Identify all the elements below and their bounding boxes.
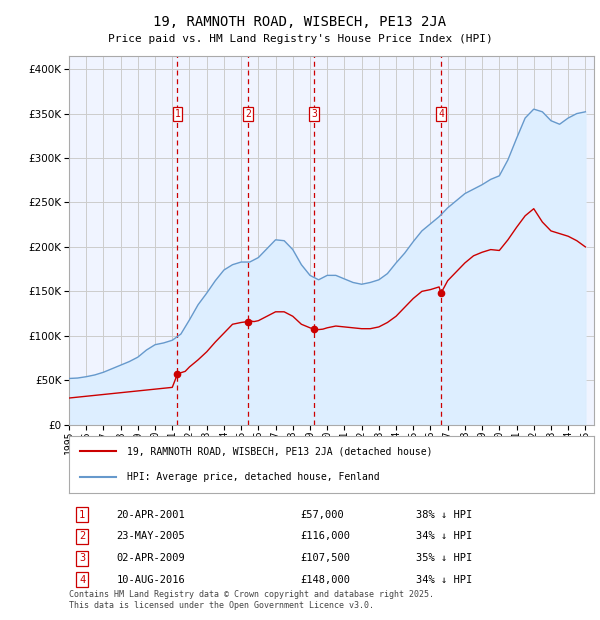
Text: £57,000: £57,000 <box>300 510 344 520</box>
Text: Price paid vs. HM Land Registry's House Price Index (HPI): Price paid vs. HM Land Registry's House … <box>107 34 493 44</box>
Text: 1: 1 <box>175 108 181 118</box>
Text: 19, RAMNOTH ROAD, WISBECH, PE13 2JA: 19, RAMNOTH ROAD, WISBECH, PE13 2JA <box>154 16 446 30</box>
Text: £107,500: £107,500 <box>300 553 350 563</box>
Text: 2: 2 <box>245 108 251 118</box>
Text: 10-AUG-2016: 10-AUG-2016 <box>116 575 185 585</box>
Text: 19, RAMNOTH ROAD, WISBECH, PE13 2JA (detached house): 19, RAMNOTH ROAD, WISBECH, PE13 2JA (det… <box>127 446 432 456</box>
Text: Contains HM Land Registry data © Crown copyright and database right 2025.
This d: Contains HM Land Registry data © Crown c… <box>69 590 434 609</box>
Text: 4: 4 <box>438 108 444 118</box>
Text: 20-APR-2001: 20-APR-2001 <box>116 510 185 520</box>
Text: 35% ↓ HPI: 35% ↓ HPI <box>415 553 472 563</box>
Text: 1: 1 <box>79 510 85 520</box>
Text: 4: 4 <box>79 575 85 585</box>
Text: 38% ↓ HPI: 38% ↓ HPI <box>415 510 472 520</box>
Text: 23-MAY-2005: 23-MAY-2005 <box>116 531 185 541</box>
Text: 34% ↓ HPI: 34% ↓ HPI <box>415 575 472 585</box>
Text: 3: 3 <box>311 108 317 118</box>
Text: £116,000: £116,000 <box>300 531 350 541</box>
Text: 02-APR-2009: 02-APR-2009 <box>116 553 185 563</box>
Text: HPI: Average price, detached house, Fenland: HPI: Average price, detached house, Fenl… <box>127 472 379 482</box>
Text: 2: 2 <box>79 531 85 541</box>
Text: 3: 3 <box>79 553 85 563</box>
Text: £148,000: £148,000 <box>300 575 350 585</box>
Text: 34% ↓ HPI: 34% ↓ HPI <box>415 531 472 541</box>
